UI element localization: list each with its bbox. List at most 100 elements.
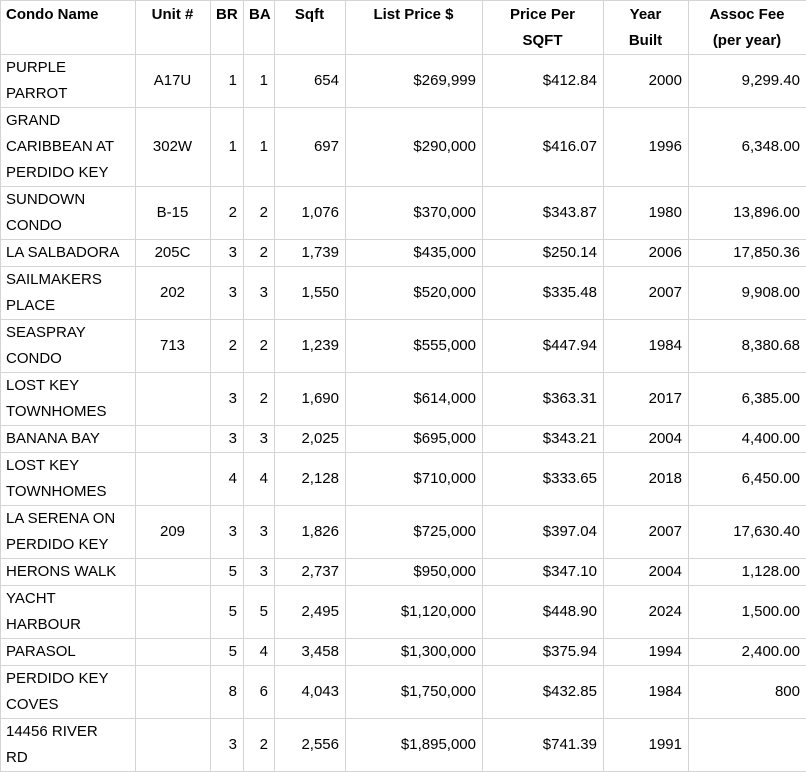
cell-price-per-sqft[interactable]: $343.21 — [483, 426, 604, 453]
cell-assoc-fee[interactable]: 4,400.00 — [689, 426, 806, 453]
cell-sqft[interactable]: 2,737 — [275, 559, 346, 586]
cell-condo-name[interactable]: 14456 RIVER RD — [1, 719, 136, 772]
cell-ba[interactable]: 1 — [244, 108, 275, 187]
cell-year-built[interactable]: 2024 — [604, 586, 689, 639]
cell-condo-name[interactable]: LA SERENA ON PERDIDO KEY — [1, 506, 136, 559]
cell-br[interactable]: 5 — [211, 586, 244, 639]
cell-ba[interactable]: 5 — [244, 586, 275, 639]
cell-list-price[interactable]: $695,000 — [346, 426, 483, 453]
cell-price-per-sqft[interactable]: $432.85 — [483, 666, 604, 719]
cell-sqft[interactable]: 1,690 — [275, 373, 346, 426]
cell-unit[interactable] — [136, 639, 211, 666]
cell-unit[interactable] — [136, 586, 211, 639]
cell-list-price[interactable]: $435,000 — [346, 240, 483, 267]
cell-list-price[interactable]: $614,000 — [346, 373, 483, 426]
cell-ba[interactable]: 3 — [244, 267, 275, 320]
cell-condo-name[interactable]: PURPLE PARROT — [1, 55, 136, 108]
cell-ba[interactable]: 4 — [244, 639, 275, 666]
cell-year-built[interactable]: 2000 — [604, 55, 689, 108]
cell-condo-name[interactable]: LA SALBADORA — [1, 240, 136, 267]
cell-price-per-sqft[interactable]: $741.39 — [483, 719, 604, 772]
cell-list-price[interactable]: $1,895,000 — [346, 719, 483, 772]
cell-price-per-sqft[interactable]: $335.48 — [483, 267, 604, 320]
cell-br[interactable]: 5 — [211, 639, 244, 666]
cell-unit[interactable]: 302W — [136, 108, 211, 187]
cell-ba[interactable]: 3 — [244, 426, 275, 453]
cell-list-price[interactable]: $370,000 — [346, 187, 483, 240]
cell-assoc-fee[interactable]: 800 — [689, 666, 806, 719]
cell-unit[interactable] — [136, 453, 211, 506]
cell-condo-name[interactable]: LOST KEY TOWNHOMES — [1, 373, 136, 426]
cell-price-per-sqft[interactable]: $447.94 — [483, 320, 604, 373]
cell-condo-name[interactable]: HERONS WALK — [1, 559, 136, 586]
cell-sqft[interactable]: 654 — [275, 55, 346, 108]
cell-unit[interactable]: 205C — [136, 240, 211, 267]
cell-assoc-fee[interactable]: 8,380.68 — [689, 320, 806, 373]
cell-unit[interactable] — [136, 373, 211, 426]
cell-list-price[interactable]: $725,000 — [346, 506, 483, 559]
cell-ba[interactable]: 2 — [244, 373, 275, 426]
cell-sqft[interactable]: 1,239 — [275, 320, 346, 373]
cell-condo-name[interactable]: PARASOL — [1, 639, 136, 666]
cell-year-built[interactable]: 1996 — [604, 108, 689, 187]
cell-assoc-fee[interactable]: 1,500.00 — [689, 586, 806, 639]
cell-price-per-sqft[interactable]: $397.04 — [483, 506, 604, 559]
cell-unit[interactable] — [136, 559, 211, 586]
cell-ba[interactable]: 1 — [244, 55, 275, 108]
cell-br[interactable]: 3 — [211, 267, 244, 320]
cell-br[interactable]: 4 — [211, 453, 244, 506]
cell-year-built[interactable]: 1994 — [604, 639, 689, 666]
cell-condo-name[interactable]: YACHT HARBOUR — [1, 586, 136, 639]
cell-br[interactable]: 3 — [211, 506, 244, 559]
cell-price-per-sqft[interactable]: $347.10 — [483, 559, 604, 586]
cell-list-price[interactable]: $1,120,000 — [346, 586, 483, 639]
cell-year-built[interactable]: 1984 — [604, 320, 689, 373]
column-header-year-built[interactable]: Year Built — [604, 1, 689, 55]
cell-unit[interactable] — [136, 719, 211, 772]
cell-ba[interactable]: 2 — [244, 320, 275, 373]
cell-assoc-fee[interactable]: 2,400.00 — [689, 639, 806, 666]
cell-br[interactable]: 1 — [211, 55, 244, 108]
cell-price-per-sqft[interactable]: $375.94 — [483, 639, 604, 666]
cell-sqft[interactable]: 1,076 — [275, 187, 346, 240]
cell-unit[interactable]: B-15 — [136, 187, 211, 240]
cell-price-per-sqft[interactable]: $363.31 — [483, 373, 604, 426]
cell-sqft[interactable]: 2,025 — [275, 426, 346, 453]
cell-condo-name[interactable]: SUNDOWN CONDO — [1, 187, 136, 240]
cell-unit[interactable]: 202 — [136, 267, 211, 320]
cell-price-per-sqft[interactable]: $343.87 — [483, 187, 604, 240]
cell-sqft[interactable]: 1,739 — [275, 240, 346, 267]
cell-assoc-fee[interactable]: 9,908.00 — [689, 267, 806, 320]
cell-sqft[interactable]: 697 — [275, 108, 346, 187]
cell-ba[interactable]: 6 — [244, 666, 275, 719]
cell-assoc-fee[interactable]: 9,299.40 — [689, 55, 806, 108]
cell-assoc-fee[interactable]: 17,850.36 — [689, 240, 806, 267]
cell-year-built[interactable]: 2017 — [604, 373, 689, 426]
cell-sqft[interactable]: 1,550 — [275, 267, 346, 320]
cell-ba[interactable]: 3 — [244, 506, 275, 559]
cell-year-built[interactable]: 2004 — [604, 426, 689, 453]
cell-assoc-fee[interactable]: 17,630.40 — [689, 506, 806, 559]
cell-ba[interactable]: 4 — [244, 453, 275, 506]
cell-sqft[interactable]: 2,495 — [275, 586, 346, 639]
cell-br[interactable]: 3 — [211, 240, 244, 267]
cell-ba[interactable]: 2 — [244, 187, 275, 240]
cell-condo-name[interactable]: LOST KEY TOWNHOMES — [1, 453, 136, 506]
cell-sqft[interactable]: 2,128 — [275, 453, 346, 506]
cell-br[interactable]: 1 — [211, 108, 244, 187]
cell-price-per-sqft[interactable]: $448.90 — [483, 586, 604, 639]
cell-price-per-sqft[interactable]: $412.84 — [483, 55, 604, 108]
cell-list-price[interactable]: $1,300,000 — [346, 639, 483, 666]
cell-br[interactable]: 2 — [211, 320, 244, 373]
cell-condo-name[interactable]: BANANA BAY — [1, 426, 136, 453]
cell-br[interactable]: 2 — [211, 187, 244, 240]
cell-assoc-fee[interactable]: 6,348.00 — [689, 108, 806, 187]
cell-condo-name[interactable]: PERDIDO KEY COVES — [1, 666, 136, 719]
column-header-br[interactable]: BR — [211, 1, 244, 55]
cell-condo-name[interactable]: SAILMAKERS PLACE — [1, 267, 136, 320]
cell-unit[interactable] — [136, 426, 211, 453]
cell-year-built[interactable]: 1980 — [604, 187, 689, 240]
column-header-list-price[interactable]: List Price $ — [346, 1, 483, 55]
cell-price-per-sqft[interactable]: $416.07 — [483, 108, 604, 187]
column-header-sqft[interactable]: Sqft — [275, 1, 346, 55]
